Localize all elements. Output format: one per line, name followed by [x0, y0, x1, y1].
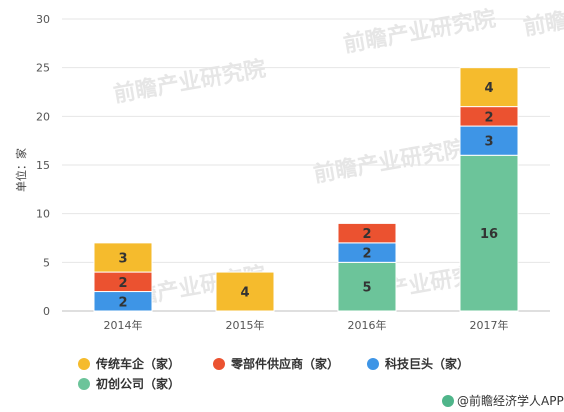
- bar-segment: [93, 242, 153, 273]
- legend: 传统车企（家） 零部件供应商（家） 科技巨头（家） 初创公司（家）: [78, 356, 469, 391]
- bar-value-label: 2: [484, 110, 493, 125]
- legend-marker: [78, 378, 90, 390]
- bar-value-label: 3: [118, 251, 127, 266]
- watermark-text: 前瞻产业研究院: [312, 136, 468, 188]
- watermark-text: 前瞻产业研究院: [522, 0, 564, 41]
- y-tick-label: 10: [36, 208, 50, 221]
- x-tick-label: 2015年: [226, 318, 265, 332]
- watermark-text: 前瞻产业研究院: [342, 6, 498, 58]
- bar-segment: [459, 125, 519, 156]
- bar-value-label: 2: [118, 276, 127, 291]
- bar-value-label: 5: [362, 281, 371, 296]
- y-tick-label: 20: [36, 110, 50, 123]
- legend-marker: [367, 358, 379, 370]
- bar-value-label: 2: [362, 247, 371, 262]
- source: @前瞻经济学人APP: [442, 393, 564, 408]
- bars: 2 2 3 4 5 2 2 16 3 2 4: [93, 67, 519, 312]
- x-axis-ticks: 2014年 2015年 2016年 2017年: [104, 318, 509, 332]
- watermark-text: 前瞻产业研究院: [112, 56, 268, 108]
- x-tick-label: 2017年: [470, 318, 509, 332]
- bar-segment: [337, 222, 397, 244]
- bar-segment: [215, 271, 275, 312]
- legend-label: 零部件供应商（家）: [230, 356, 339, 371]
- x-tick-label: 2016年: [348, 318, 387, 332]
- legend-marker: [78, 358, 90, 370]
- y-axis-label: 单位：家: [14, 148, 28, 192]
- bar-value-label: 3: [484, 135, 493, 150]
- legend-marker: [213, 358, 225, 370]
- bar-value-label: 16: [480, 227, 498, 242]
- legend-label: 科技巨头（家）: [385, 356, 469, 371]
- legend-label: 传统车企（家）: [95, 356, 180, 371]
- y-tick-label: 30: [36, 13, 50, 26]
- y-axis-ticks: 0 5 10 15 20 25 30: [36, 13, 50, 318]
- legend-label: 初创公司（家）: [96, 376, 180, 391]
- x-tick-label: 2014年: [104, 318, 143, 332]
- y-tick-label: 15: [36, 159, 50, 172]
- bar-value-label: 4: [484, 81, 493, 96]
- source-icon: [442, 395, 454, 407]
- bar-value-label: 2: [362, 227, 371, 242]
- source-text: @前瞻经济学人APP: [457, 393, 564, 408]
- bar-value-label: 4: [240, 286, 249, 301]
- y-tick-label: 0: [43, 305, 50, 318]
- bar-value-label: 2: [118, 295, 127, 310]
- bar-segment: [459, 67, 519, 108]
- y-tick-label: 5: [43, 256, 50, 269]
- y-tick-label: 25: [36, 62, 50, 75]
